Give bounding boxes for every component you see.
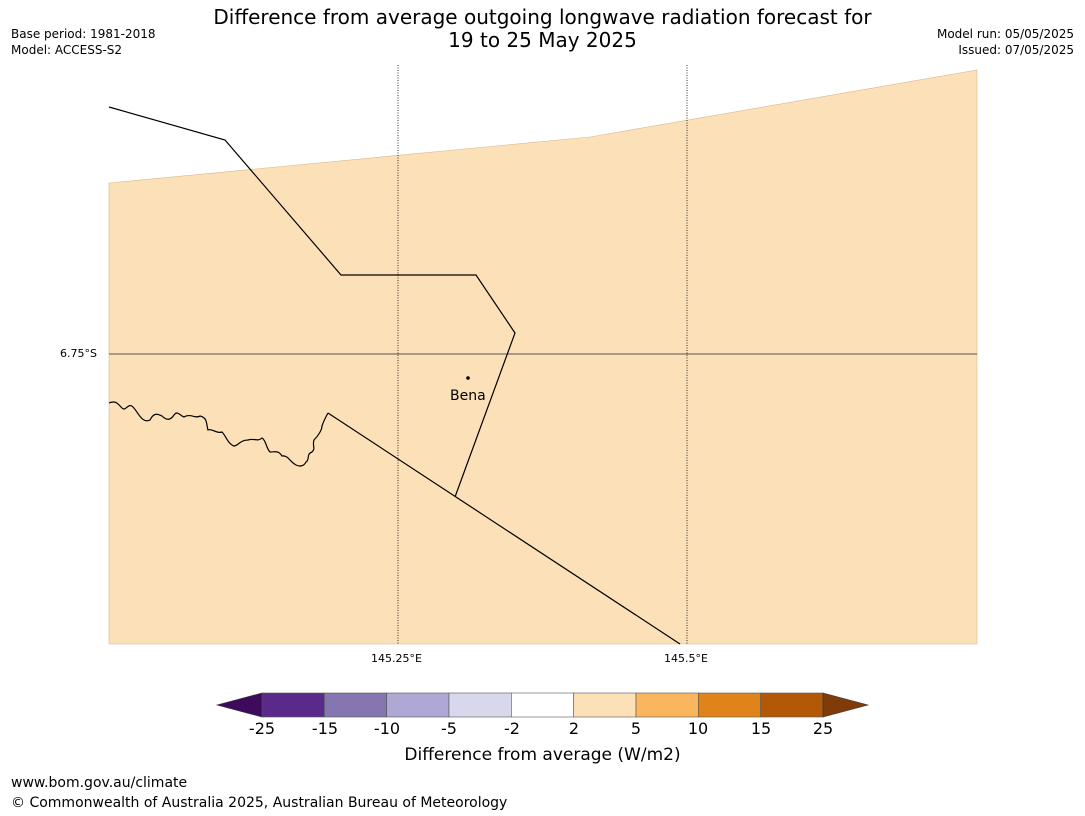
- colorbar-tick: -2: [504, 719, 520, 738]
- colorbar-extension-high: [822, 692, 870, 718]
- colorbar-tick: -15: [311, 719, 339, 738]
- colorbar-segment: [448, 692, 512, 718]
- colorbar-segment: [386, 692, 450, 718]
- colorbar-label: Difference from average (W/m2): [404, 745, 681, 765]
- footer-copyright: © Commonwealth of Australia 2025, Austra…: [11, 795, 508, 811]
- base-period: Base period: 1981-2018: [11, 27, 156, 41]
- lat-label: 6.75°S: [60, 347, 97, 360]
- lon-label: 145.25°E: [371, 652, 422, 665]
- bena-marker: [466, 376, 470, 380]
- colorbar-segment: [511, 692, 574, 718]
- colorbar-tick: 10: [687, 719, 709, 738]
- colorbar-tick: 2: [568, 719, 580, 738]
- issued-date: Issued: 07/05/2025: [958, 43, 1074, 57]
- anomaly-fill: [108, 69, 978, 645]
- province-border: [327, 412, 681, 645]
- map-title: Difference from average outgoing longwav…: [0, 6, 1085, 52]
- lon-label: 145.5°E: [664, 652, 708, 665]
- model-name: Model: ACCESS-S2: [11, 43, 123, 57]
- run-info: Model run: 05/05/2025 Issued: 07/05/2025: [937, 26, 1074, 58]
- province-border: [108, 106, 516, 498]
- colorbar-segment: [261, 692, 325, 718]
- place-label-bena: Bena: [450, 388, 486, 404]
- model-run: Model run: 05/05/2025: [936, 27, 1074, 41]
- title-line-1: Difference from average outgoing longwav…: [213, 5, 872, 29]
- colorbar-tick: 25: [812, 719, 834, 738]
- colorbar-segment: [573, 692, 637, 718]
- colorbar-tick: -25: [248, 719, 276, 738]
- colorbar-segment: [635, 692, 699, 718]
- river-line: [108, 401, 329, 467]
- footer-url: www.bom.gov.au/climate: [11, 775, 188, 791]
- title-line-2: 19 to 25 May 2025: [448, 28, 637, 52]
- colorbar-tick: -10: [373, 719, 401, 738]
- colorbar-segment: [698, 692, 761, 718]
- colorbar-extension-low: [215, 692, 263, 718]
- colorbar: [215, 692, 870, 718]
- model-info: Base period: 1981-2018 Model: ACCESS-S2: [11, 26, 156, 58]
- colorbar-tick: 15: [750, 719, 772, 738]
- colorbar-segment: [760, 692, 824, 718]
- colorbar-tick: -5: [441, 719, 457, 738]
- colorbar-tick: 5: [630, 719, 642, 738]
- colorbar-segment: [324, 692, 387, 718]
